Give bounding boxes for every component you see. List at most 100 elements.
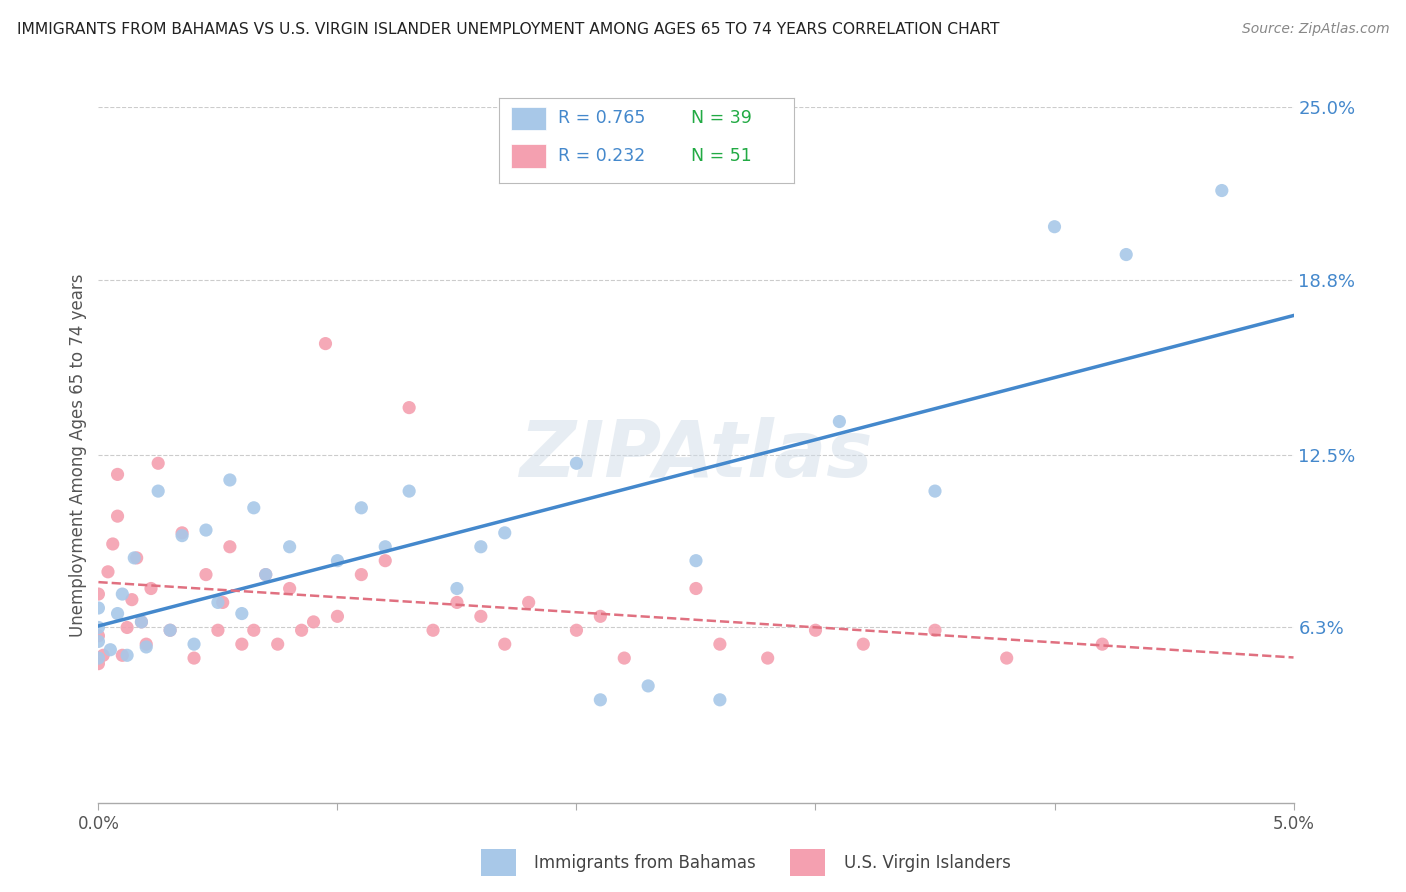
- Point: [565, 456, 588, 470]
- Point: [804, 624, 827, 638]
- Point: [115, 620, 138, 634]
- Point: [148, 484, 170, 499]
- Point: [148, 456, 170, 470]
- Point: [494, 525, 516, 540]
- Text: R = 0.765: R = 0.765: [558, 110, 645, 128]
- Point: [219, 540, 242, 554]
- Point: [446, 595, 468, 609]
- Point: [195, 523, 218, 537]
- Point: [87, 634, 110, 648]
- Point: [254, 567, 277, 582]
- Point: [517, 595, 540, 609]
- Point: [398, 401, 420, 415]
- Point: [159, 624, 181, 638]
- Point: [1211, 184, 1233, 198]
- Point: [87, 601, 110, 615]
- Point: [350, 567, 373, 582]
- Point: [267, 637, 290, 651]
- Point: [326, 609, 349, 624]
- Point: [207, 624, 229, 638]
- Point: [302, 615, 325, 629]
- Point: [231, 637, 253, 651]
- Point: [121, 592, 143, 607]
- Point: [159, 624, 181, 638]
- Point: [326, 554, 349, 568]
- Text: U.S. Virgin Islanders: U.S. Virgin Islanders: [844, 855, 1011, 872]
- Point: [254, 567, 277, 582]
- Point: [470, 609, 492, 624]
- Point: [924, 484, 946, 499]
- Point: [87, 651, 110, 665]
- Point: [589, 693, 612, 707]
- Point: [98, 642, 122, 657]
- Point: [195, 567, 218, 582]
- Point: [107, 607, 129, 621]
- Point: [243, 500, 266, 515]
- Point: [172, 528, 194, 542]
- Point: [1043, 219, 1066, 234]
- Point: [124, 550, 146, 565]
- Point: [828, 415, 851, 429]
- Text: Source: ZipAtlas.com: Source: ZipAtlas.com: [1241, 22, 1389, 37]
- Point: [291, 624, 314, 638]
- Point: [278, 540, 301, 554]
- Point: [183, 637, 205, 651]
- Point: [924, 624, 946, 638]
- Point: [756, 651, 779, 665]
- Point: [350, 500, 373, 515]
- Point: [211, 595, 233, 609]
- Point: [374, 554, 396, 568]
- Point: [111, 648, 134, 663]
- Point: [172, 525, 194, 540]
- Point: [589, 609, 612, 624]
- Point: [852, 637, 875, 651]
- Point: [135, 640, 157, 654]
- FancyBboxPatch shape: [510, 144, 547, 168]
- Point: [87, 657, 110, 671]
- Point: [87, 587, 110, 601]
- Point: [87, 620, 110, 634]
- Point: [231, 607, 253, 621]
- Point: [135, 637, 157, 651]
- Text: N = 39: N = 39: [692, 110, 752, 128]
- Point: [91, 648, 114, 663]
- Point: [422, 624, 444, 638]
- Text: IMMIGRANTS FROM BAHAMAS VS U.S. VIRGIN ISLANDER UNEMPLOYMENT AMONG AGES 65 TO 74: IMMIGRANTS FROM BAHAMAS VS U.S. VIRGIN I…: [17, 22, 1000, 37]
- Point: [1115, 247, 1137, 261]
- Point: [315, 336, 337, 351]
- Point: [685, 554, 707, 568]
- Point: [374, 540, 396, 554]
- Point: [107, 509, 129, 524]
- Y-axis label: Unemployment Among Ages 65 to 74 years: Unemployment Among Ages 65 to 74 years: [69, 273, 87, 637]
- Point: [637, 679, 659, 693]
- Point: [446, 582, 468, 596]
- Point: [111, 587, 134, 601]
- Point: [97, 565, 120, 579]
- Point: [398, 484, 420, 499]
- Point: [685, 582, 707, 596]
- Point: [125, 550, 148, 565]
- Point: [115, 648, 138, 663]
- Point: [243, 624, 266, 638]
- Point: [565, 624, 588, 638]
- Point: [107, 467, 129, 482]
- Point: [995, 651, 1018, 665]
- Text: Immigrants from Bahamas: Immigrants from Bahamas: [534, 855, 756, 872]
- Point: [139, 582, 162, 596]
- Point: [1091, 637, 1114, 651]
- Point: [131, 615, 153, 629]
- Text: ZIPAtlas: ZIPAtlas: [519, 417, 873, 493]
- Point: [207, 595, 229, 609]
- Point: [219, 473, 242, 487]
- Text: N = 51: N = 51: [692, 147, 752, 165]
- Point: [278, 582, 301, 596]
- Point: [101, 537, 124, 551]
- Point: [613, 651, 636, 665]
- Point: [87, 629, 110, 643]
- Point: [131, 615, 153, 629]
- Text: R = 0.232: R = 0.232: [558, 147, 645, 165]
- FancyBboxPatch shape: [510, 107, 547, 130]
- Point: [494, 637, 516, 651]
- Point: [709, 637, 731, 651]
- Point: [183, 651, 205, 665]
